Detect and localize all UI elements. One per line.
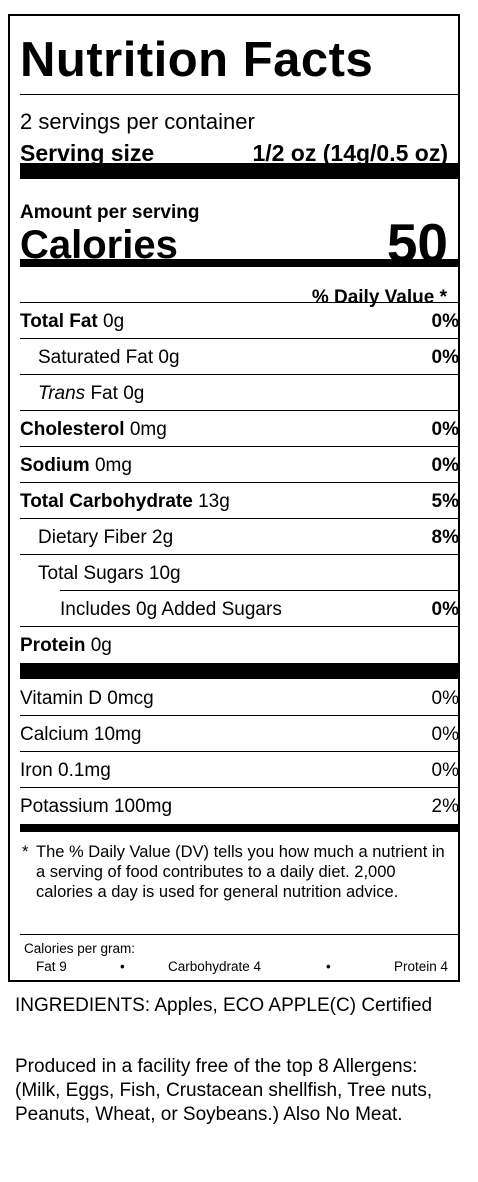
nutrient-row-saturated-fat: Saturated Fat 0g 0%	[20, 339, 460, 375]
cpg-carbohydrate: Carbohydrate 4	[168, 959, 262, 974]
nutrient-row-dietary-fiber: Dietary Fiber 2g 8%	[20, 519, 460, 555]
nutrient-dv: 0%	[431, 599, 459, 620]
nutrient-name: Includes 0g Added Sugars	[60, 599, 282, 620]
nutrient-row-added-sugars: Includes 0g Added Sugars 0%	[20, 591, 460, 627]
nutrient-name: Trans	[38, 383, 86, 404]
servings-per-container: 2 servings per container	[20, 109, 255, 134]
nutrient-row-total-carbohydrate: Total Carbohydrate 13g 5%	[20, 483, 460, 519]
nutrient-row-total-sugars: Total Sugars 10g	[20, 555, 460, 591]
vitamin-dv: 0%	[431, 724, 459, 745]
nutrient-amount: 0g	[158, 347, 180, 368]
nutrition-facts-panel: Nutrition Facts 2 servings per container…	[8, 14, 460, 982]
nutrient-name: Total Fat	[20, 311, 98, 332]
cpg-bullet: •	[120, 959, 125, 974]
ingredients-text: INGREDIENTS: Apples, ECO APPLE(C) Certif…	[15, 995, 433, 1016]
divider	[20, 302, 460, 303]
amount-per-serving: Amount per serving	[20, 202, 200, 223]
vitamin-dv: 0%	[431, 760, 459, 781]
nutrient-amount: 0g	[103, 311, 125, 332]
thick-divider	[20, 663, 460, 679]
footnote-text: The % Daily Value (DV) tells you how muc…	[36, 843, 445, 901]
nutrient-dv: 0%	[431, 311, 459, 332]
vitamin-row-iron: Iron 0.1mg 0%	[20, 752, 460, 788]
footnote-star: *	[22, 843, 29, 861]
vitamin-dv: 2%	[431, 796, 459, 817]
nutrient-dv: 0%	[431, 419, 459, 440]
nutrient-name: Protein	[20, 635, 86, 656]
nutrient-name-suffix: Fat	[90, 383, 118, 404]
allergen-statement: Produced in a facility free of the top 8…	[15, 1056, 433, 1125]
nutrient-dv: 8%	[431, 527, 459, 548]
vitamin-row-potassium: Potassium 100mg 2%	[20, 788, 460, 824]
nutrient-amount: 10g	[148, 563, 181, 584]
thick-divider	[20, 163, 460, 179]
nutrient-amount: 0mg	[129, 419, 167, 440]
nutrient-name: Cholesterol	[20, 419, 125, 440]
label-title: Nutrition Facts	[20, 33, 374, 87]
cpg-bullet: •	[326, 959, 331, 974]
nutrient-name: Saturated Fat	[38, 347, 154, 368]
nutrient-name: Sodium	[20, 455, 90, 476]
divider	[20, 934, 460, 935]
nutrient-dv: 0%	[431, 347, 459, 368]
nutrient-row-trans-fat: Trans Fat 0g	[20, 375, 460, 411]
vitamin-dv: 0%	[431, 688, 459, 709]
vitamin-row-vitamin-d: Vitamin D 0mcg 0%	[20, 680, 460, 716]
nutrient-name: Total Sugars	[38, 563, 144, 584]
divider	[20, 94, 460, 95]
nutrient-row-sodium: Sodium 0mg 0%	[20, 447, 460, 483]
medium-divider	[20, 259, 460, 267]
nutrient-row-protein: Protein 0g	[20, 627, 460, 663]
cpg-protein: Protein 4	[393, 959, 448, 974]
nutrient-name: Total Carbohydrate	[20, 491, 193, 512]
serving-size-label: Serving size	[20, 140, 155, 166]
nutrient-dv: 5%	[431, 491, 459, 512]
nutrient-amount: 0mg	[94, 455, 132, 476]
nutrient-amount: 2g	[152, 527, 174, 548]
vitamin-name: Iron 0.1mg	[20, 760, 111, 781]
cpg-fat: Fat 9	[36, 959, 67, 974]
serving-size-value: 1/2 oz (14g/0.5 oz)	[252, 140, 448, 166]
nutrient-row-cholesterol: Cholesterol 0mg 0%	[20, 411, 460, 447]
medium-divider	[20, 824, 460, 832]
nutrient-amount: 13g	[198, 491, 230, 512]
vitamin-name: Potassium 100mg	[20, 796, 173, 817]
nutrient-name: Dietary Fiber	[38, 527, 147, 548]
vitamin-row-calcium: Calcium 10mg 0%	[20, 716, 460, 752]
footnote: * The % Daily Value (DV) tells you how m…	[22, 842, 452, 902]
nutrient-dv: 0%	[431, 455, 459, 476]
vitamin-name: Vitamin D 0mcg	[20, 688, 154, 709]
nutrient-row-total-fat: Total Fat 0g 0%	[20, 303, 460, 339]
nutrient-amount: 0g	[90, 635, 112, 656]
calories-per-gram-label: Calories per gram:	[24, 941, 136, 956]
vitamin-name: Calcium 10mg	[20, 724, 142, 745]
nutrient-amount: 0g	[123, 383, 145, 404]
